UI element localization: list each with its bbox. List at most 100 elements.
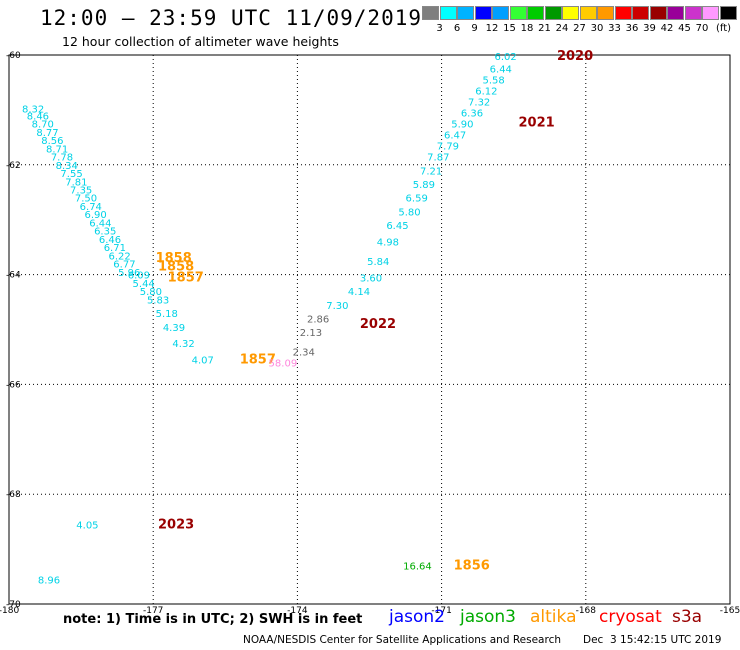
pass-time-label: 1858 [158, 259, 194, 274]
color-scale-tick-label: 33 [608, 23, 621, 34]
wave-height-point: 58.09 [269, 358, 298, 369]
pass-time-label: 2023 [158, 517, 194, 532]
wave-height-point: 6.35 [94, 227, 116, 238]
color-scale-swatch [422, 6, 439, 20]
color-scale-tick-label: 21 [538, 23, 551, 34]
color-scale-tick-label: 39 [643, 23, 656, 34]
pass-time-label: 2022 [360, 317, 396, 332]
wave-height-point: 4.98 [377, 238, 399, 249]
wave-height-point: 6.74 [80, 202, 102, 213]
wave-height-point: 5.89 [413, 180, 435, 191]
pass-time-label: 1857 [240, 353, 276, 368]
color-scale-swatch [457, 6, 474, 20]
wave-height-point: 5.96 [118, 268, 140, 279]
wave-height-point: 6.02 [494, 52, 516, 63]
wave-height-point: 8.70 [32, 120, 54, 131]
color-scale-tick-label: 30 [590, 23, 604, 34]
x-tick-label: -177 [143, 606, 163, 616]
wave-height-point: 7.78 [51, 153, 73, 164]
pass-time-label: 1858 [156, 251, 192, 266]
footer-note: note: 1) Time is in UTC; 2) SWH is in fe… [63, 612, 363, 627]
plot-frame [8, 54, 731, 605]
color-scale-tick-label: 27 [573, 23, 586, 34]
wave-height-point: 7.81 [65, 177, 87, 188]
color-scale-tick-label: 18 [520, 23, 534, 34]
pass-time-label: 1857 [168, 270, 204, 285]
color-scale-tick-label: 3 [436, 23, 443, 34]
wave-height-point: 2.13 [300, 328, 322, 339]
wave-height-point: 6.09 [128, 271, 150, 282]
color-scale-swatch [614, 6, 632, 20]
wave-height-point: 4.07 [192, 356, 214, 367]
wave-height-point: 6.59 [406, 194, 428, 205]
x-tick-label: -171 [431, 606, 451, 616]
x-tick-label: -180 [0, 606, 19, 616]
wave-height-point: 8.46 [27, 111, 49, 122]
x-tick-label: -165 [720, 606, 740, 616]
color-scale-unit: (ft) [715, 23, 732, 34]
wave-height-point: 6.77 [113, 260, 135, 271]
wave-height-point: 16.64 [403, 562, 432, 573]
wave-height-point: 6.71 [104, 243, 126, 254]
wave-height-point: 7.79 [437, 142, 459, 153]
pass-time-label: 2020 [557, 49, 593, 64]
wave-height-point: 6.44 [89, 218, 111, 229]
wave-height-point: 6.36 [461, 109, 483, 120]
y-tick-label: -60 [6, 51, 21, 61]
color-scale-swatch [597, 6, 614, 20]
mission-altika-label: altika [530, 607, 577, 627]
y-tick-label: -64 [6, 271, 21, 281]
wave-height-point: 8.77 [36, 128, 58, 139]
wave-height-point: 6.47 [444, 131, 466, 142]
wave-height-point: 5.18 [156, 309, 178, 320]
y-tick-label: -70 [6, 600, 21, 610]
color-scale-swatch [439, 6, 457, 20]
wave-height-point: 5.83 [147, 295, 169, 306]
x-tick-label: -168 [576, 606, 597, 616]
y-tick-label: -68 [6, 490, 21, 500]
color-scale-tick-label: 42 [660, 23, 674, 34]
color-scale-swatch [474, 6, 492, 20]
wave-height-point: 5.84 [367, 257, 389, 268]
y-tick-label: -66 [6, 380, 21, 390]
wave-height-point: 5.80 [398, 207, 420, 218]
color-scale-swatch [684, 6, 702, 20]
color-scale-swatch [562, 6, 579, 20]
color-scale-swatch [632, 6, 649, 20]
color-scale-tick-label: 12 [485, 23, 499, 34]
wave-height-point: 6.45 [386, 221, 408, 232]
wave-height-point: 8.96 [38, 575, 60, 586]
wave-height-point: 8.71 [46, 144, 68, 155]
wave-height-point: 5.58 [482, 76, 504, 87]
color-scale-tick-label: 15 [503, 23, 516, 34]
color-scale-swatch [667, 6, 684, 20]
color-scale-tick-label: 45 [678, 23, 691, 34]
wave-height-point: 7.87 [427, 153, 449, 164]
wave-height-point: 4.32 [172, 339, 194, 350]
color-scale-swatch [509, 6, 527, 20]
color-scale-swatch [492, 6, 509, 20]
wave-height-point: 7.50 [75, 194, 97, 205]
chart-subtitle: 12 hour collection of altimeter wave hei… [62, 34, 339, 49]
wave-height-point: 8.32 [22, 104, 44, 115]
wave-height-point: 6.22 [108, 251, 130, 262]
wave-height-point: 4.39 [163, 323, 185, 334]
wave-height-point: 7.30 [326, 301, 348, 312]
y-tick-label: -62 [6, 161, 21, 171]
pass-time-label: 1856 [454, 559, 490, 574]
wave-height-point: 4.05 [76, 520, 98, 531]
wave-height-point: 5.44 [133, 279, 155, 290]
color-scale-swatch [719, 6, 737, 20]
pass-time-label: 2021 [519, 116, 555, 131]
color-scale-swatch [544, 6, 562, 20]
wave-height-point: 8.34 [56, 161, 78, 172]
generation-timestamp: Dec 3 15:42:15 UTC 2019 [583, 634, 722, 646]
wave-height-point: 6.44 [490, 65, 512, 76]
mission-jason3-label: jason3 [460, 607, 516, 627]
wave-height-point: 5.80 [140, 287, 162, 298]
color-scale-tick-label: 9 [471, 23, 478, 34]
color-scale-swatch [527, 6, 544, 20]
color-scale-tick-label: 70 [695, 23, 709, 34]
wave-height-point: 5.90 [451, 120, 473, 131]
